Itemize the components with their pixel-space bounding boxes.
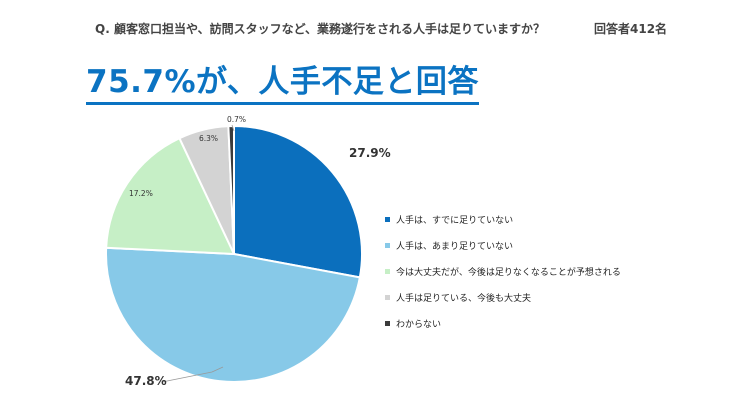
legend-label: 人手は、あまり足りていない	[396, 241, 514, 252]
data-label: 27.9%	[349, 146, 391, 160]
pie-slice	[233, 124, 363, 279]
legend-item: 今は大丈夫だが、今後は足りなくなることが予想される	[385, 258, 621, 284]
data-label: 47.8%	[125, 374, 167, 388]
pie-slice	[105, 246, 362, 384]
data-label: 0.7%	[227, 115, 246, 124]
legend-item: 人手は、すでに足りていない	[385, 206, 621, 232]
legend: 人手は、すでに足りていない 人手は、あまり足りていない 今は大丈夫だが、今後は足…	[385, 206, 621, 336]
pie-slice	[105, 136, 236, 256]
pie-slice	[227, 124, 235, 255]
legend-item: わからない	[385, 310, 621, 336]
legend-label: 人手は足りている、今後も大丈夫	[396, 293, 532, 304]
legend-label: 人手は、すでに足りていない	[396, 215, 514, 226]
data-label: 6.3%	[199, 134, 218, 143]
respondent-count: 回答者412名	[594, 22, 668, 36]
data-label: 17.2%	[129, 189, 153, 198]
legend-item: 人手は、あまり足りていない	[385, 232, 621, 258]
legend-swatch	[385, 320, 390, 326]
legend-swatch	[385, 216, 390, 222]
legend-swatch	[385, 294, 390, 300]
headline: 75.7%が、人手不足と回答	[86, 56, 479, 105]
legend-label: わからない	[396, 319, 442, 330]
leader-line	[231, 124, 235, 132]
legend-item: 人手は足りている、今後も大丈夫	[385, 284, 621, 310]
legend-swatch	[385, 242, 390, 248]
legend-label: 今は大丈夫だが、今後は足りなくなることが予想される	[396, 267, 621, 278]
question-text: Q. 顧客窓口担当や、訪問スタッフなど、業務遂行をされる人手は足りていますか？	[95, 22, 545, 36]
leader-line	[161, 366, 224, 383]
legend-swatch	[385, 268, 390, 274]
